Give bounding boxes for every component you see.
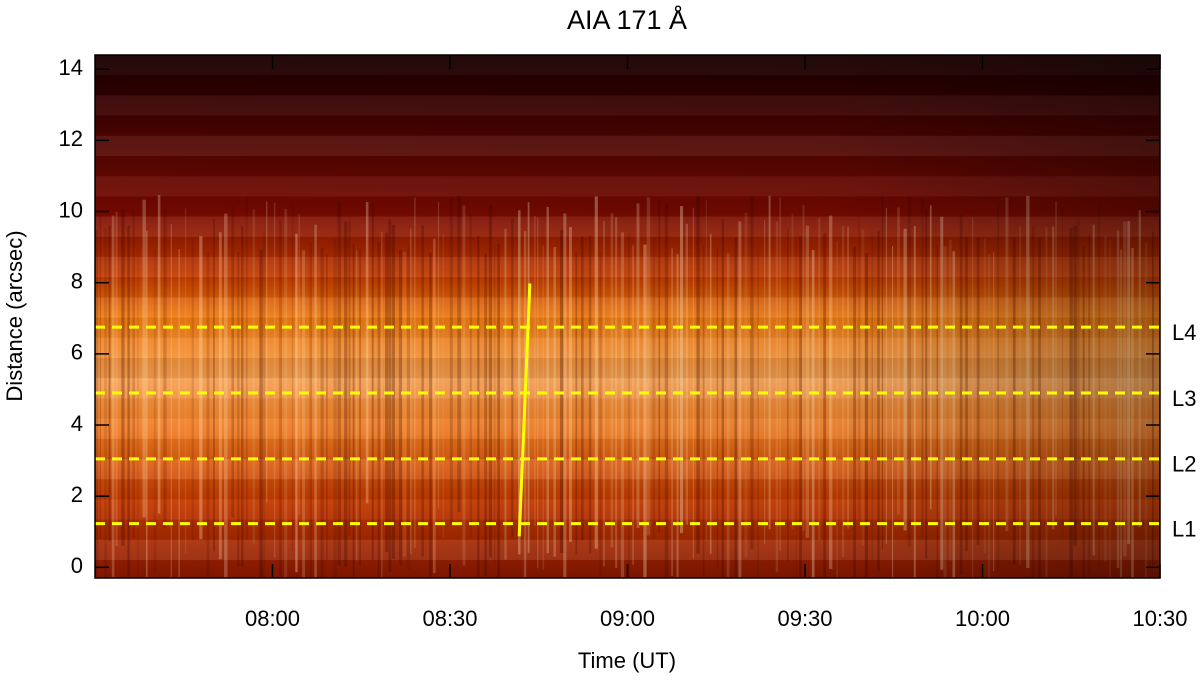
- reference-line-label: L4: [1172, 320, 1196, 345]
- x-tick-label: 10:00: [955, 606, 1010, 631]
- x-tick-label: 10:30: [1132, 606, 1187, 631]
- y-tick-label: 8: [71, 269, 83, 294]
- y-tick-label: 0: [71, 553, 83, 578]
- x-tick-label: 08:00: [245, 606, 300, 631]
- reference-line-label: L1: [1172, 516, 1196, 541]
- x-tick-label: 08:30: [422, 606, 477, 631]
- heatmap-shade: [95, 55, 1160, 578]
- y-tick-label: 2: [71, 482, 83, 507]
- chart-title: AIA 171 Å: [567, 4, 687, 35]
- x-tick-label: 09:00: [600, 606, 655, 631]
- slope-line: [517, 283, 532, 537]
- y-tick-label: 6: [71, 340, 83, 365]
- overlay-marks: [95, 283, 1160, 537]
- reference-line-label: L3: [1172, 386, 1196, 411]
- reference-line-label: L2: [1172, 452, 1196, 477]
- y-axis-label: Distance (arcsec): [2, 230, 27, 401]
- x-tick-label: 09:30: [777, 606, 832, 631]
- x-axis-label: Time (UT): [578, 648, 676, 673]
- y-tick-label: 14: [59, 55, 83, 80]
- y-tick-label: 12: [59, 126, 83, 151]
- y-tick-label: 10: [59, 197, 83, 222]
- y-tick-label: 4: [71, 411, 83, 436]
